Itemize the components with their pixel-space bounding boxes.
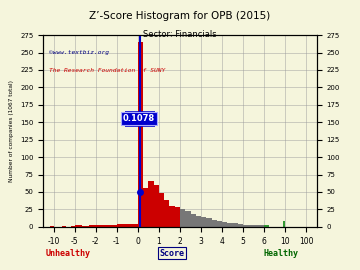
Bar: [164, 200, 170, 227]
Bar: [196, 216, 201, 227]
Bar: [50, 226, 54, 227]
Bar: [170, 206, 175, 227]
Bar: [117, 224, 138, 227]
Text: Sector: Financials: Sector: Financials: [143, 30, 217, 39]
Text: Healthy: Healthy: [264, 249, 299, 258]
Text: ©www.textbiz.org: ©www.textbiz.org: [49, 50, 109, 55]
Bar: [238, 224, 243, 227]
Text: The Research Foundation of SUNY: The Research Foundation of SUNY: [49, 68, 165, 73]
Bar: [82, 226, 89, 227]
Bar: [143, 188, 148, 227]
Bar: [222, 222, 228, 227]
Bar: [190, 214, 196, 227]
Bar: [212, 220, 217, 227]
Bar: [62, 226, 66, 227]
Bar: [254, 225, 259, 227]
Bar: [75, 225, 82, 227]
Bar: [175, 207, 180, 227]
Bar: [71, 226, 75, 227]
Bar: [185, 211, 190, 227]
Bar: [138, 42, 143, 227]
Bar: [96, 225, 117, 227]
Bar: [206, 218, 212, 227]
Bar: [201, 217, 206, 227]
Text: 0.1078: 0.1078: [123, 114, 155, 123]
Bar: [159, 193, 164, 227]
Bar: [148, 181, 154, 227]
Bar: [233, 223, 238, 227]
Bar: [259, 225, 264, 227]
Bar: [217, 221, 222, 227]
Y-axis label: Number of companies (1067 total): Number of companies (1067 total): [9, 80, 14, 182]
Bar: [283, 221, 285, 227]
Bar: [154, 185, 159, 227]
Bar: [248, 225, 254, 227]
Bar: [264, 225, 269, 227]
Bar: [89, 225, 96, 227]
Bar: [180, 209, 185, 227]
Bar: [243, 225, 248, 227]
Text: Unhealthy: Unhealthy: [45, 249, 90, 258]
Text: Score: Score: [159, 249, 184, 258]
Text: Z’-Score Histogram for OPB (2015): Z’-Score Histogram for OPB (2015): [89, 11, 271, 21]
Bar: [228, 223, 233, 227]
